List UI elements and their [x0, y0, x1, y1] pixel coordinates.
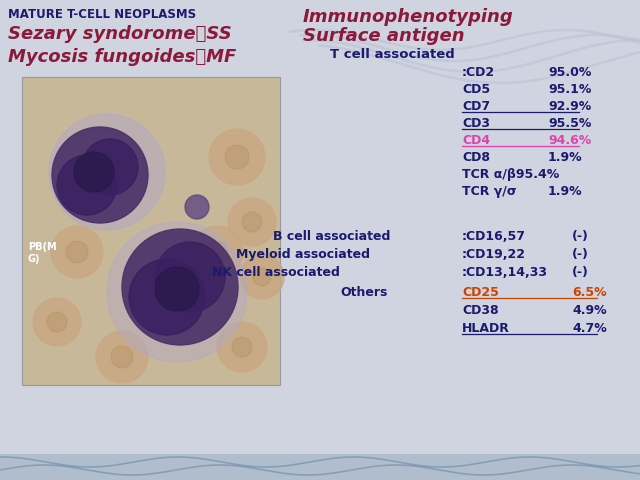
Text: Immunophenotyping: Immunophenotyping — [303, 8, 514, 26]
Circle shape — [232, 337, 252, 357]
Text: CD7: CD7 — [462, 100, 490, 113]
Bar — [22, 77, 280, 385]
Text: HLADR: HLADR — [462, 322, 510, 335]
Text: 94.6%: 94.6% — [548, 134, 591, 147]
Text: MATURE T-CELL NEOPLASMS: MATURE T-CELL NEOPLASMS — [8, 8, 196, 21]
Circle shape — [129, 259, 205, 335]
Circle shape — [74, 152, 114, 192]
Circle shape — [242, 212, 262, 232]
Text: 6.5%: 6.5% — [572, 286, 607, 299]
Circle shape — [155, 267, 199, 311]
Circle shape — [240, 255, 284, 299]
Circle shape — [217, 322, 267, 372]
Text: Surface antigen: Surface antigen — [303, 27, 465, 45]
Text: 95.0%: 95.0% — [548, 66, 591, 79]
Circle shape — [57, 155, 117, 215]
Text: Others: Others — [340, 286, 387, 299]
Circle shape — [185, 195, 209, 219]
Circle shape — [33, 298, 81, 346]
Text: :CD19,22: :CD19,22 — [462, 248, 526, 261]
Circle shape — [49, 114, 165, 230]
Text: 92.9%: 92.9% — [548, 100, 591, 113]
Text: 95.1%: 95.1% — [548, 83, 591, 96]
Text: (-): (-) — [572, 248, 589, 261]
Text: PB(M
G): PB(M G) — [28, 242, 56, 264]
Text: Myeloid associated: Myeloid associated — [236, 248, 370, 261]
Text: 4.7%: 4.7% — [572, 322, 607, 335]
Text: CD3: CD3 — [462, 117, 490, 130]
Circle shape — [155, 242, 225, 312]
Text: NK cell associated: NK cell associated — [212, 266, 340, 279]
Circle shape — [111, 346, 133, 368]
Text: Sezary syndorome：SS: Sezary syndorome：SS — [8, 25, 232, 43]
Text: CD4: CD4 — [462, 134, 490, 147]
Text: B cell associated: B cell associated — [273, 230, 390, 243]
Circle shape — [52, 127, 148, 223]
Circle shape — [191, 226, 243, 278]
Text: TCR α/β95.4%: TCR α/β95.4% — [462, 168, 559, 181]
Bar — [0, 454, 640, 480]
Text: TCR γ/σ: TCR γ/σ — [462, 185, 516, 198]
Text: CD5: CD5 — [462, 83, 490, 96]
Text: CD8: CD8 — [462, 151, 490, 164]
Circle shape — [51, 226, 103, 278]
Text: :CD13,14,33: :CD13,14,33 — [462, 266, 548, 279]
Circle shape — [66, 241, 88, 263]
Circle shape — [107, 222, 247, 362]
Circle shape — [206, 241, 228, 263]
Text: T cell associated: T cell associated — [330, 48, 455, 61]
Circle shape — [228, 198, 276, 246]
Text: Mycosis fungoides：MF: Mycosis fungoides：MF — [8, 48, 236, 66]
Text: (-): (-) — [572, 266, 589, 279]
Circle shape — [96, 331, 148, 383]
Text: 1.9%: 1.9% — [548, 185, 582, 198]
Circle shape — [253, 268, 271, 286]
Text: :CD16,57: :CD16,57 — [462, 230, 526, 243]
Circle shape — [122, 229, 238, 345]
Text: 1.9%: 1.9% — [548, 151, 582, 164]
Text: CD38: CD38 — [462, 304, 499, 317]
Circle shape — [82, 139, 138, 195]
Text: :CD2: :CD2 — [462, 66, 495, 79]
Circle shape — [47, 312, 67, 332]
Text: 4.9%: 4.9% — [572, 304, 607, 317]
Text: CD25: CD25 — [462, 286, 499, 299]
Text: (-): (-) — [572, 230, 589, 243]
Circle shape — [225, 145, 249, 169]
Text: 95.5%: 95.5% — [548, 117, 591, 130]
Circle shape — [209, 129, 265, 185]
